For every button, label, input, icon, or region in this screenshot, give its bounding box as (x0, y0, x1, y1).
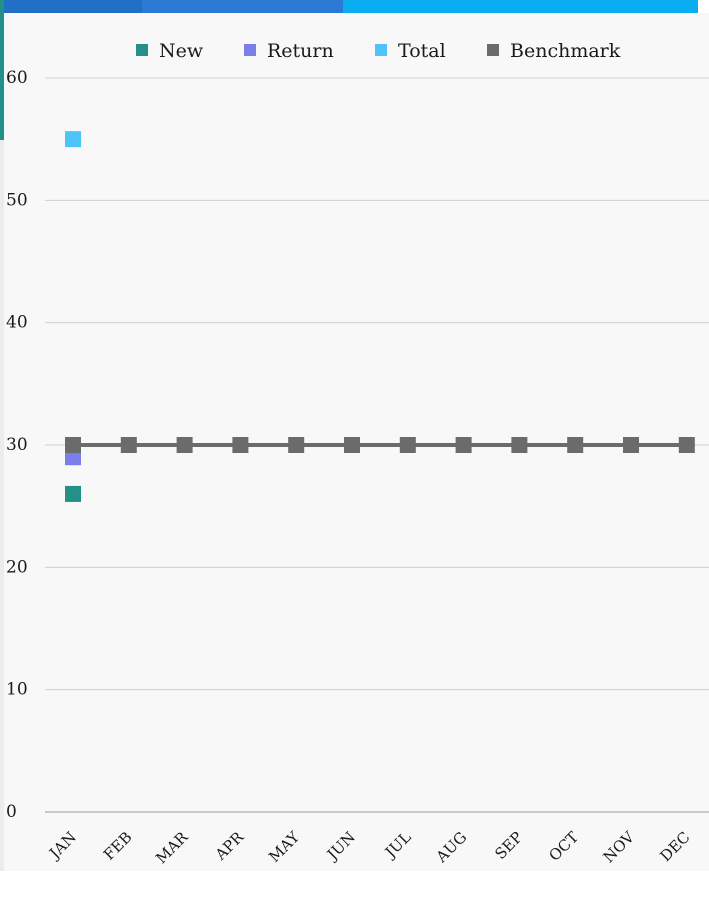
legend-swatch (487, 44, 499, 56)
legend-label: Total (398, 40, 446, 62)
y-tick-label: 30 (6, 435, 28, 455)
legend-swatch (244, 44, 256, 56)
data-point (399, 437, 416, 453)
data-point (344, 437, 360, 453)
data-point (65, 449, 81, 466)
legend: New Return Total Benchmark (136, 40, 621, 62)
legend-item: Return (244, 40, 334, 62)
side-accent-bar (0, 0, 4, 140)
data-point (176, 437, 193, 453)
x-tick-label: MAY (265, 827, 304, 866)
y-axis-ticks: 0 10 20 30 40 50 60 (6, 68, 28, 822)
data-point (65, 131, 81, 148)
data-point (567, 437, 584, 453)
x-tick-label: OCT (545, 828, 582, 865)
header-accent-bar-cyan (343, 0, 698, 13)
y-tick-label: 0 (6, 802, 17, 822)
legend-swatch (136, 44, 148, 56)
legend-item: Benchmark (487, 40, 621, 62)
y-tick-label: 10 (6, 680, 28, 700)
x-tick-label: JUL (380, 828, 414, 862)
data-point (511, 437, 528, 453)
legend-label: New (159, 40, 204, 62)
data-point (455, 437, 472, 453)
x-tick-label: JUN (322, 828, 359, 865)
legend-label: Benchmark (510, 40, 621, 62)
x-tick-label: AUG (432, 828, 471, 867)
y-tick-label: 20 (6, 557, 28, 577)
data-point (678, 437, 695, 453)
data-point (288, 437, 305, 453)
series-markers (65, 131, 695, 502)
data-point (65, 485, 81, 502)
data-point (623, 437, 639, 453)
x-tick-label: SEP (491, 828, 526, 863)
data-point (232, 437, 249, 453)
x-tick-label: DEC (657, 828, 694, 865)
panel-edge (0, 13, 4, 871)
x-tick-label: FEB (100, 828, 136, 864)
legend-swatch (375, 44, 387, 56)
y-tick-label: 50 (6, 190, 28, 210)
header-accent-bar-dark (0, 0, 142, 13)
x-tick-label: APR (211, 828, 248, 865)
y-tick-label: 60 (6, 68, 28, 88)
data-point (120, 437, 137, 453)
data-point (65, 437, 81, 453)
legend-item: New (136, 40, 204, 62)
legend-item: Total (375, 40, 446, 62)
x-tick-label: JAN (44, 828, 79, 863)
x-tick-label: MAR (152, 828, 192, 868)
y-tick-label: 40 (6, 313, 28, 333)
x-axis-ticks: JAN FEB MAR APR MAY JUN JUL AUG SEP OCT NOV DEC (44, 827, 693, 867)
x-tick-label: NOV (600, 827, 639, 866)
legend-label: Return (267, 40, 334, 62)
